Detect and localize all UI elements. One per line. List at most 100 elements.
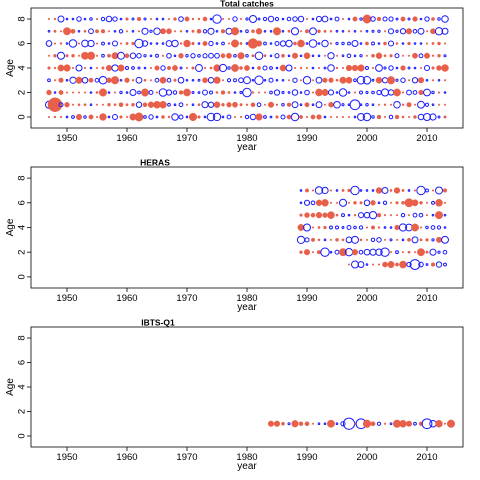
residual-negative-point (286, 114, 292, 120)
residual-negative-point (393, 88, 401, 97)
residual-negative-point (125, 42, 129, 46)
residual-negative-point (353, 201, 357, 205)
residual-positive-point (311, 103, 315, 107)
residual-negative-point (226, 102, 232, 108)
residual-positive-point (166, 77, 172, 83)
residual-positive-point (338, 198, 348, 207)
residual-positive-point (129, 52, 137, 59)
residual-positive-point (202, 53, 208, 59)
residual-negative-point (401, 251, 405, 254)
residual-negative-point (347, 30, 351, 33)
residual-negative-point (119, 115, 123, 119)
residual-negative-point (221, 79, 225, 82)
residual-positive-point (107, 115, 111, 119)
residual-negative-point (376, 16, 382, 22)
residual-negative-point (100, 29, 106, 34)
residual-negative-point (323, 225, 327, 230)
residual-positive-point (87, 39, 95, 48)
residual-positive-point (195, 64, 203, 72)
residual-negative-point (185, 103, 189, 106)
residual-negative-point (327, 419, 335, 428)
residual-negative-point (255, 40, 263, 47)
residual-positive-point (370, 237, 376, 243)
residual-positive-point (424, 102, 430, 107)
residual-negative-point (99, 113, 107, 121)
residual-positive-point (317, 422, 321, 426)
residual-positive-point (262, 16, 268, 22)
residual-negative-point (311, 189, 315, 192)
residual-negative-point (287, 79, 291, 82)
residual-positive-point (77, 29, 81, 33)
residual-positive-point (185, 115, 189, 119)
residual-negative-point (59, 115, 63, 119)
residual-negative-point (347, 201, 351, 204)
residual-negative-point (53, 79, 57, 82)
residual-positive-point (89, 66, 93, 70)
residual-positive-point (406, 261, 412, 268)
residual-positive-point (83, 17, 87, 21)
residual-positive-point (443, 54, 447, 58)
residual-negative-point (173, 17, 177, 21)
residual-positive-point (436, 225, 442, 230)
residual-negative-point (371, 53, 375, 58)
residual-negative-point (394, 114, 400, 120)
residual-positive-point (350, 185, 360, 196)
residual-positive-point (226, 114, 232, 120)
residual-negative-point (407, 41, 411, 46)
residual-negative-point (149, 79, 153, 82)
residual-negative-point (107, 103, 111, 107)
residual-negative-point (299, 213, 303, 217)
residual-positive-point (311, 54, 315, 58)
residual-positive-point (215, 42, 219, 45)
residual-negative-point (347, 115, 351, 119)
residual-negative-point (124, 53, 130, 59)
residual-positive-point (303, 199, 311, 206)
residual-negative-point (437, 41, 441, 46)
residual-negative-point (437, 53, 441, 58)
residual-negative-point (335, 78, 339, 82)
residual-positive-point (53, 91, 57, 94)
residual-negative-point (239, 66, 243, 70)
residual-positive-point (141, 27, 149, 35)
residual-positive-point (356, 75, 366, 85)
residual-positive-point (256, 102, 262, 108)
residual-positive-point (437, 115, 441, 119)
residual-negative-point (287, 29, 291, 33)
chart-title: HERAS (140, 158, 170, 168)
residual-positive-point (304, 237, 310, 243)
residual-negative-point (407, 54, 411, 57)
residual-negative-point (299, 79, 303, 82)
residual-positive-point (269, 29, 273, 33)
residual-positive-point (387, 28, 395, 35)
residual-negative-point (317, 226, 321, 229)
residual-positive-point (153, 27, 161, 36)
residual-positive-point (117, 51, 125, 60)
residual-positive-point (178, 114, 184, 120)
residual-positive-point (69, 76, 77, 84)
residual-positive-point (287, 422, 291, 426)
residual-negative-point (303, 249, 311, 256)
residual-negative-point (141, 88, 149, 97)
residual-positive-point (431, 103, 435, 107)
residual-positive-point (94, 77, 100, 83)
residual-positive-point (418, 212, 424, 218)
residual-positive-point (263, 41, 267, 46)
residual-positive-point (208, 40, 214, 47)
residual-positive-point (160, 65, 166, 71)
residual-negative-point (304, 29, 310, 34)
residual-positive-point (371, 41, 375, 46)
residual-negative-point (263, 54, 267, 58)
residual-positive-point (296, 235, 306, 244)
residual-positive-point (425, 188, 429, 193)
residual-positive-point (254, 51, 264, 61)
residual-positive-point (136, 53, 142, 59)
residual-positive-point (431, 200, 435, 205)
residual-positive-point (362, 75, 372, 85)
residual-positive-point (239, 29, 243, 33)
residual-positive-point (221, 41, 225, 46)
residual-positive-point (251, 66, 255, 70)
residual-negative-point (53, 66, 57, 70)
residual-positive-point (381, 186, 389, 194)
residual-negative-point (329, 189, 333, 192)
residual-negative-point (239, 17, 243, 21)
